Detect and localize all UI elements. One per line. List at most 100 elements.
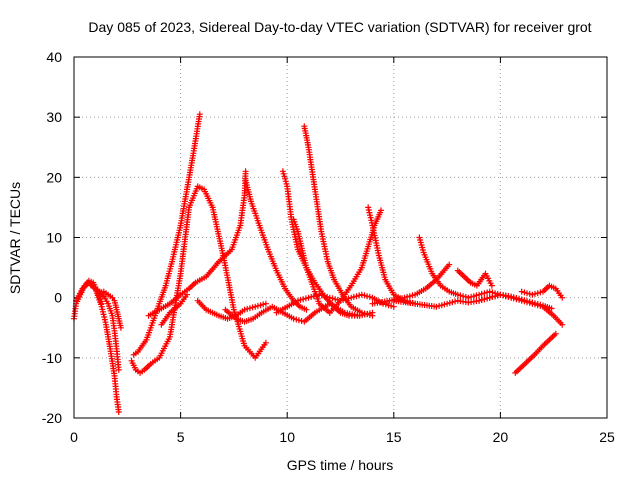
series-arc06 — [128, 183, 269, 376]
series-arc04 — [96, 288, 124, 331]
data-point — [452, 298, 459, 305]
data-point — [305, 294, 312, 301]
data-point — [390, 303, 397, 310]
data-point — [378, 207, 384, 214]
data-point — [552, 330, 559, 337]
data-point — [481, 290, 488, 297]
axis-ticks: 0 5 10 15 20 25 -20 -10 0 10 20 30 40 — [42, 49, 615, 445]
series-arc19 — [416, 234, 515, 301]
data-point — [548, 305, 555, 312]
y-tick-label: 40 — [46, 49, 62, 65]
data-point — [488, 282, 495, 289]
data-point — [345, 295, 352, 302]
data-point — [115, 409, 122, 415]
data-point — [115, 366, 122, 373]
data-point — [486, 294, 493, 301]
data-point — [184, 291, 190, 298]
data-point — [449, 299, 456, 306]
data-point — [334, 296, 341, 303]
data-point — [444, 300, 451, 307]
data-point — [298, 318, 305, 324]
data-point — [326, 294, 333, 301]
data-point — [262, 339, 269, 346]
y-tick-label: -10 — [42, 350, 62, 366]
y-tick-label: 20 — [46, 169, 62, 185]
data-point — [497, 291, 504, 298]
data-point — [196, 111, 203, 118]
data-point — [489, 293, 496, 300]
series-arc21 — [454, 267, 495, 289]
series-arc24 — [512, 330, 559, 376]
series-trace — [418, 236, 512, 299]
data-point — [313, 292, 320, 299]
data-point — [508, 294, 515, 301]
data-point — [406, 293, 413, 300]
data-point — [364, 293, 371, 300]
data-point — [505, 293, 512, 300]
x-tick-label: 25 — [599, 429, 615, 445]
plot-frame — [73, 56, 608, 419]
x-axis-label: GPS time / hours — [287, 457, 394, 473]
data-point — [433, 303, 440, 310]
data-point — [244, 305, 251, 312]
data-point — [473, 292, 480, 299]
data-point — [478, 290, 485, 297]
data-point — [481, 296, 488, 303]
data-point — [353, 293, 360, 300]
data-point — [559, 294, 566, 301]
data-point — [518, 297, 525, 304]
data-point — [486, 288, 493, 295]
data-point — [510, 295, 517, 302]
data-point — [358, 291, 365, 298]
data-point — [559, 321, 566, 328]
data-point — [329, 295, 336, 302]
data-point — [300, 296, 307, 303]
data-point — [350, 293, 357, 300]
data-point — [369, 312, 376, 319]
data-series — [71, 111, 566, 415]
series-arc22 — [476, 291, 566, 328]
data-point — [526, 290, 533, 297]
data-point — [366, 312, 373, 318]
series-arc17 — [365, 204, 419, 307]
data-point — [262, 300, 269, 307]
x-tick-label: 0 — [70, 429, 78, 445]
data-point — [252, 303, 259, 310]
data-point — [532, 301, 538, 308]
data-point — [321, 293, 328, 300]
y-tick-label: 0 — [54, 290, 62, 306]
data-point — [404, 293, 411, 300]
data-point — [502, 293, 509, 300]
chart-title: Day 085 of 2023, Sidereal Day-to-day VTE… — [88, 19, 591, 35]
data-point — [468, 293, 475, 300]
series-arc11 — [242, 177, 310, 313]
data-point — [534, 290, 541, 297]
data-point — [354, 312, 361, 319]
data-point — [524, 290, 530, 297]
y-axis-label: SDTVAR / TECUs — [7, 182, 23, 294]
data-point — [366, 293, 373, 300]
data-point — [260, 301, 267, 308]
data-point — [518, 288, 525, 295]
data-point — [513, 296, 520, 303]
data-point — [441, 301, 448, 308]
data-point — [246, 305, 253, 312]
series-arc08 — [158, 291, 190, 328]
data-point — [382, 301, 389, 308]
series-arc07 — [145, 168, 249, 319]
data-point — [295, 317, 302, 324]
data-point — [290, 315, 297, 322]
y-tick-label: -20 — [42, 410, 62, 426]
y-tick-label: 10 — [46, 230, 62, 246]
series-arc23 — [518, 282, 566, 301]
x-tick-label: 15 — [386, 429, 402, 445]
data-point — [524, 299, 530, 306]
data-point — [364, 311, 371, 318]
data-point — [308, 293, 315, 300]
data-point — [303, 306, 310, 313]
series-arc15 — [273, 291, 397, 316]
data-point — [460, 293, 467, 300]
x-tick-label: 10 — [279, 429, 295, 445]
x-tick-label: 20 — [493, 429, 509, 445]
